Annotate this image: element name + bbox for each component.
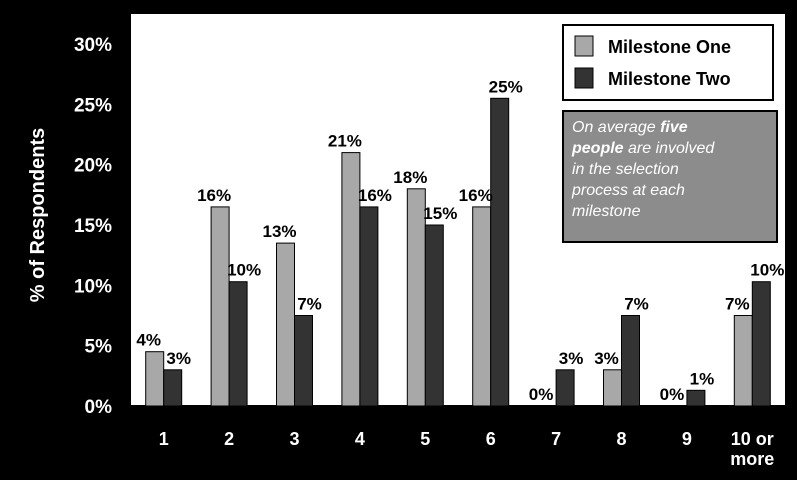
bar [555,369,575,407]
legend-swatch-milestone-one [574,35,594,57]
bar [490,97,510,407]
bar-value-label: 21% [328,132,362,151]
bar [424,224,444,407]
legend-label-milestone-two: Milestone Two [608,69,731,89]
x-tick-label: 10 or more [730,429,774,469]
x-tick-label: 1 [159,429,169,449]
bar-value-label: 0% [660,385,685,404]
y-tick-label: 20% [74,156,112,177]
x-tick-label: 6 [486,429,496,449]
bar-value-label: 3% [166,349,191,368]
legend-swatch-milestone-two [574,67,594,89]
y-tick-label: 25% [74,95,112,116]
bar [163,369,183,407]
y-axis-title: % of Respondents [27,128,49,302]
bar-value-label: 0% [529,385,554,404]
bar-value-label: 7% [624,295,649,314]
bar-value-label: 13% [262,222,296,241]
bar-value-label: 16% [197,186,231,205]
x-tick-label: 2 [224,429,234,449]
bar [145,351,165,407]
bar [276,242,295,407]
bar [472,206,492,407]
bar-value-label: 7% [725,295,750,314]
bar-value-label: 3% [559,349,584,368]
annotation: On average five people are involved in the… [562,110,778,243]
x-tick-label: 4 [355,429,365,449]
legend-label-milestone-one: Milestone One [608,37,731,57]
bar [210,206,230,407]
bar-labels: 4%3%16%10%13%7%21%16%18%15%16%25%0%3% 3%7… [136,77,784,404]
bar [228,281,248,407]
x-tick-label: 5 [420,429,430,449]
bar-value-label: 10% [227,261,261,280]
bar [686,389,706,407]
bar-value-label: 10% [750,261,784,280]
bar-value-label: 3% [594,349,619,368]
bars [145,97,771,407]
x-tick-label: 9 [682,429,692,449]
legend-box [562,24,774,101]
x-tick-label: 8 [616,429,626,449]
bar [359,206,379,407]
x-axis-ticks: 1 2 3 4 5 6 7 8 9 10 or more [159,429,775,469]
bar-value-label: 16% [358,186,392,205]
bar-value-label: 18% [393,168,427,187]
bar [751,281,771,407]
bar [733,315,753,407]
bar-value-label: 25% [489,77,523,96]
annotation-text: On average five people are involved in the… [571,119,715,220]
x-tick-label: 3 [289,429,299,449]
bar-value-label: 16% [459,186,493,205]
y-tick-label: 5% [85,337,113,358]
y-axis-ticks: 0% 5% 10% 15% 20% 25% 30% [74,35,112,418]
y-tick-label: 10% [74,276,112,297]
bar [621,315,640,407]
legend: Milestone One Milestone Two [562,24,774,101]
bar-value-label: 7% [297,295,322,314]
y-tick-label: 0% [85,397,113,418]
bar [294,315,313,407]
bar-value-label: 15% [423,204,457,223]
x-tick-label: 7 [551,429,561,449]
bar [603,369,622,407]
bar-value-label: 4% [136,331,161,350]
y-tick-label: 15% [74,216,112,237]
bar-value-label: 1% [690,369,715,388]
y-tick-label: 30% [74,35,112,56]
annotation-box [562,110,778,243]
